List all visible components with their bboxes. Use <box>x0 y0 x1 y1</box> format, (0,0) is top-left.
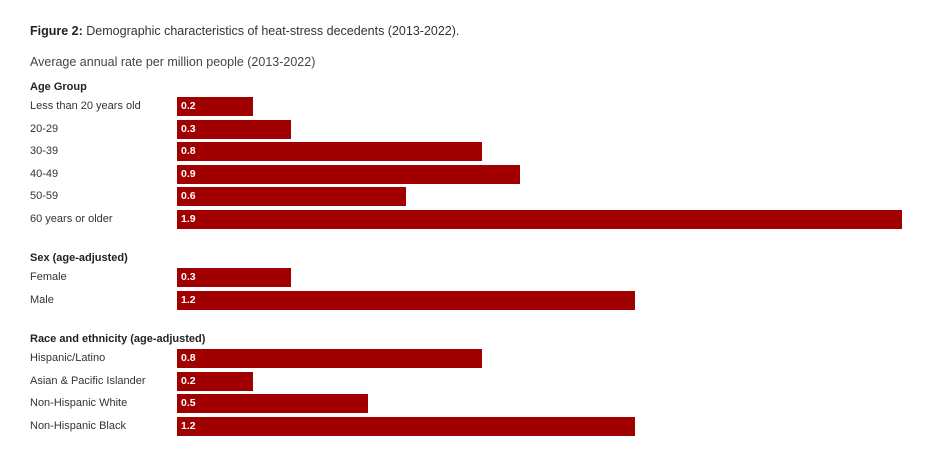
figure-prefix: Figure 2: <box>30 24 83 38</box>
category-label: Less than 20 years old <box>30 100 141 112</box>
group-title: Age Group <box>30 81 87 93</box>
bar-value-label: 0.2 <box>181 100 196 112</box>
bar <box>177 119 292 139</box>
category-label: Male <box>30 293 54 306</box>
bar-value-label: 0.8 <box>181 352 196 364</box>
category-label: 60 years or older <box>30 212 113 225</box>
bar-value-label: 0.6 <box>181 190 196 202</box>
category-label: Hispanic/Latino <box>30 352 106 364</box>
category-label: 20-29 <box>30 122 59 135</box>
category-label: Non-Hispanic White <box>30 397 128 409</box>
bar <box>177 371 254 391</box>
figure-title-text: Demographic characteristics of heat-stre… <box>86 24 460 38</box>
bar-value-label: 0.3 <box>181 122 196 135</box>
bar <box>177 268 292 287</box>
category-label: 30-39 <box>30 145 59 157</box>
group-title: Race and ethnicity (age-adjusted) <box>30 333 206 345</box>
bar-value-label: 1.2 <box>181 419 196 432</box>
bar <box>177 164 521 184</box>
bar-value-label: 0.5 <box>181 397 196 409</box>
bar <box>177 187 406 206</box>
bar <box>177 209 902 229</box>
bar <box>177 349 483 368</box>
bar <box>177 97 254 116</box>
category-label: 50-59 <box>30 190 59 202</box>
category-label: Non-Hispanic Black <box>30 419 126 432</box>
chart-subtitle: Average annual rate per million people (… <box>30 55 316 69</box>
bar-value-label: 0.2 <box>181 374 196 387</box>
bar-value-label: 0.3 <box>181 271 196 283</box>
bar-value-label: 0.8 <box>181 145 196 157</box>
figure-title: Figure 2: Demographic characteristics of… <box>30 24 459 38</box>
bar-value-label: 1.9 <box>181 212 196 225</box>
bar-value-label: 0.9 <box>181 167 196 180</box>
category-label: 40-49 <box>30 167 59 180</box>
group-title: Sex (age-adjusted) <box>30 252 128 264</box>
bar-value-label: 1.2 <box>181 293 196 306</box>
bar <box>177 290 635 310</box>
category-label: Female <box>30 271 67 283</box>
bar <box>177 416 635 436</box>
bar <box>177 394 368 413</box>
bar <box>177 142 483 161</box>
category-label: Asian & Pacific Islander <box>30 374 146 387</box>
